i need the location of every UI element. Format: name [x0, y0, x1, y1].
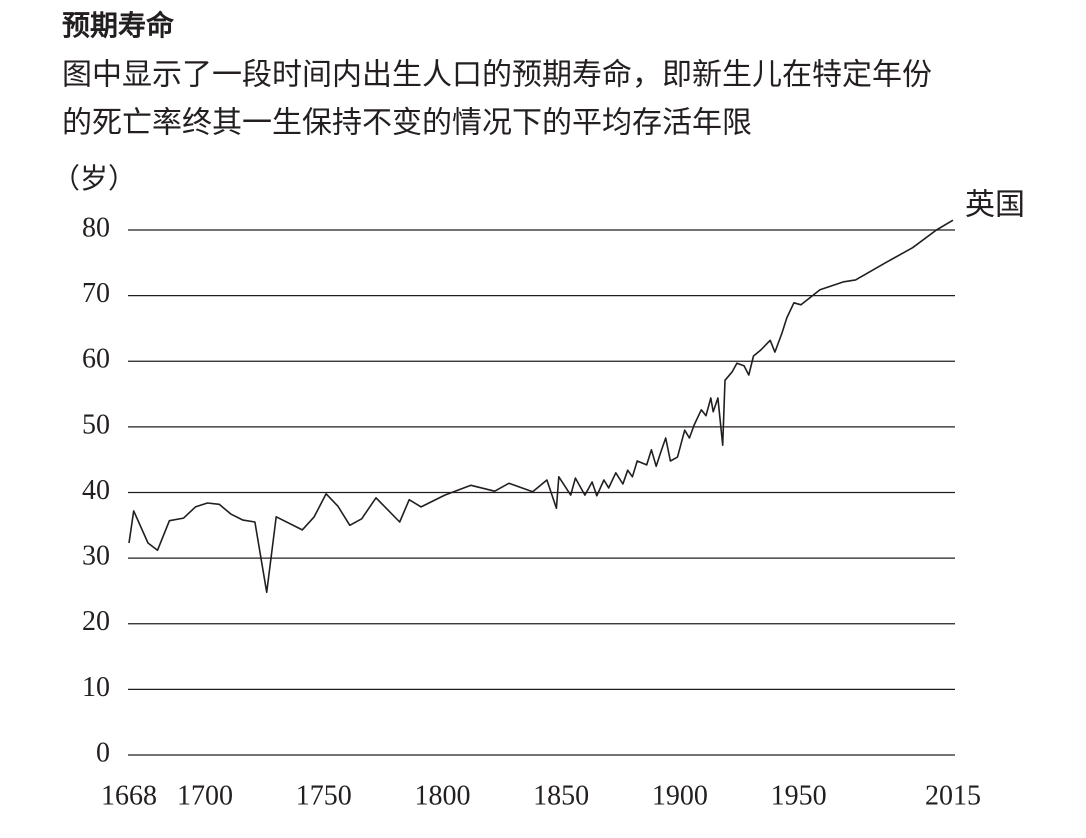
y-tick-label: 30 [82, 541, 110, 572]
x-tick-label: 1668 [101, 780, 157, 811]
y-tick-label: 80 [82, 212, 110, 243]
chart-subtitle: 图中显示了一段时间内出生人口的预期寿命，即新生儿在特定年份 [62, 58, 932, 93]
y-tick-label: 60 [82, 344, 110, 375]
y-tick-label: 40 [82, 475, 110, 506]
y-tick-label: 0 [96, 737, 110, 768]
series-label: 英国 [965, 188, 1025, 223]
x-tick-label: 2015 [925, 780, 981, 811]
x-tick-label: 1950 [771, 780, 827, 811]
data-line [128, 219, 954, 594]
y-tick-label: 50 [82, 409, 110, 440]
chart-title: 预期寿命 [62, 9, 175, 42]
x-tick-label: 1700 [177, 780, 233, 811]
y-axis-label: （岁） [52, 162, 136, 195]
x-tick-label: 1900 [652, 780, 708, 811]
x-tick-label: 1800 [414, 780, 470, 811]
y-tick-label: 20 [82, 606, 110, 637]
x-tick-label: 1850 [533, 780, 589, 811]
y-tick-label: 70 [82, 278, 110, 309]
y-tick-label: 10 [82, 672, 110, 703]
chart-subtitle: 的死亡率终其一生保持不变的情况下的平均存活年限 [62, 106, 752, 141]
x-tick-label: 1750 [296, 780, 352, 811]
